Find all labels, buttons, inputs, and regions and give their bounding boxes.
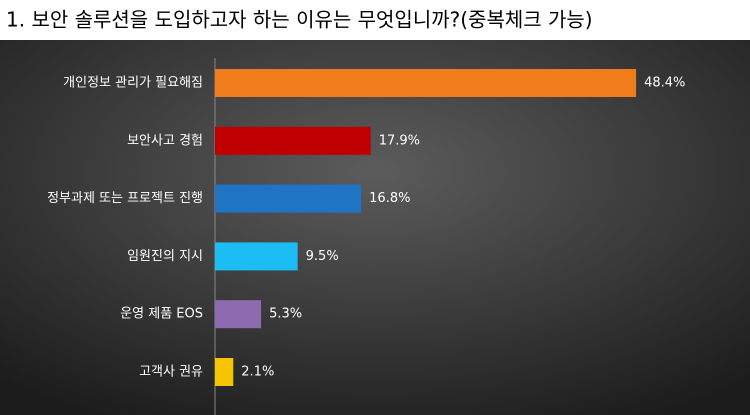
category-label: 보안사고 경험 (127, 133, 203, 148)
bar (215, 242, 298, 271)
chart-title: 1. 보안 솔루션을 도입하고자 하는 이유는 무엇입니까?(중복체크 가능) (6, 8, 593, 32)
bar (215, 358, 234, 386)
value-label: 17.9% (379, 133, 420, 148)
bar (215, 126, 371, 155)
bar (215, 300, 262, 329)
value-label: 9.5% (306, 249, 339, 264)
category-label: 개인정보 관리가 필요해짐 (63, 76, 203, 91)
category-label: 고객사 권유 (139, 365, 203, 380)
category-label: 운영 제품 EOS (120, 307, 203, 322)
category-label: 임원진의 지시 (127, 249, 203, 264)
bar (215, 184, 362, 213)
value-label: 5.3% (269, 307, 302, 322)
value-label: 2.1% (241, 365, 274, 380)
title-band (0, 0, 750, 40)
value-label: 48.4% (644, 76, 685, 91)
category-label: 정부과제 또는 프로젝트 진행 (47, 190, 203, 206)
plot-background (0, 40, 750, 415)
bar (215, 69, 637, 97)
value-label: 16.8% (369, 191, 410, 206)
